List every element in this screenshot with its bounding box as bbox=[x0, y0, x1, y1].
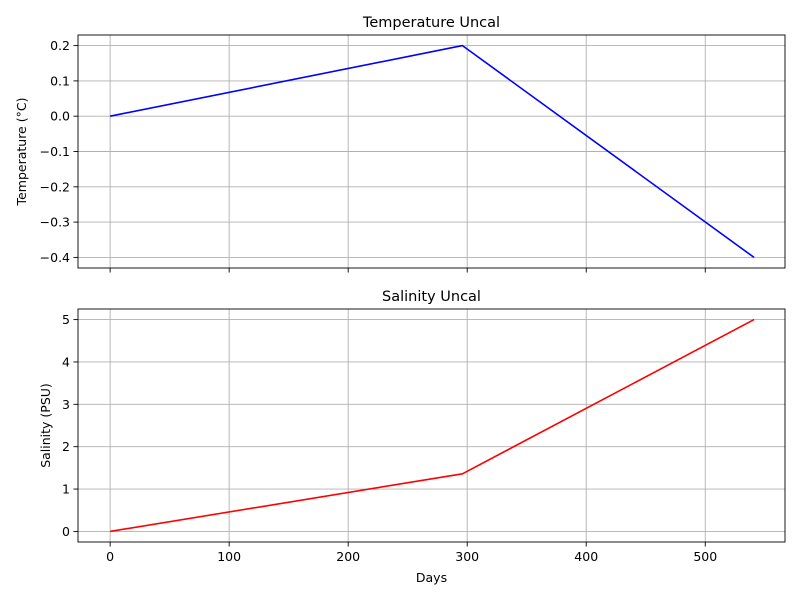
temperature-y-tick-label: 0.0 bbox=[50, 109, 70, 124]
salinity-y-tick-label: 4 bbox=[62, 354, 70, 369]
salinity-y-tick-label: 0 bbox=[62, 524, 70, 539]
salinity-series-line bbox=[110, 318, 755, 533]
temperature-y-axis-label: Temperature (°C) bbox=[14, 98, 29, 207]
salinity-y-tick-label: 3 bbox=[62, 397, 70, 412]
temperature-y-tick-label: −0.4 bbox=[40, 250, 70, 265]
salinity-y-tick-label: 5 bbox=[62, 312, 70, 327]
salinity-gridlines bbox=[78, 309, 785, 542]
salinity-y-tick-label: 1 bbox=[62, 482, 70, 497]
temperature-y-tick-label: −0.2 bbox=[40, 179, 70, 194]
temperature-ticks: −0.4 −0.3 −0.2 −0.1 0.0 0.1 0.2 bbox=[40, 38, 706, 273]
temperature-y-tick-label: −0.1 bbox=[40, 144, 70, 159]
salinity-x-axis-label: Days bbox=[416, 570, 447, 585]
salinity-x-tick-label: 200 bbox=[336, 549, 360, 564]
salinity-series bbox=[110, 318, 755, 533]
temperature-y-tick-label: −0.3 bbox=[40, 215, 70, 230]
salinity-chart-title: Salinity Uncal bbox=[382, 289, 481, 305]
temperature-series-line bbox=[109, 44, 755, 259]
salinity-x-tick-label: 500 bbox=[693, 549, 717, 564]
salinity-x-tick-label: 400 bbox=[574, 549, 598, 564]
temperature-chart-title: Temperature Uncal bbox=[362, 15, 500, 31]
salinity-y-tick-label: 2 bbox=[62, 439, 70, 454]
salinity-y-axis-label: Salinity (PSU) bbox=[38, 383, 53, 468]
salinity-panel: Salinity Uncal Salinity (PSU) Days 0 100 2… bbox=[38, 289, 786, 585]
salinity-ticks: 0 100 200 300 400 500 0 1 2 3 4 5 bbox=[62, 312, 717, 564]
temperature-panel: Temperature Uncal Temperature (°C) −0.4−… bbox=[14, 15, 786, 273]
salinity-plot-frame bbox=[77, 308, 786, 543]
temperature-y-tick-label: 0.2 bbox=[50, 38, 70, 53]
temperature-series bbox=[109, 44, 755, 259]
salinity-x-tick-label: 300 bbox=[455, 549, 479, 564]
temperature-y-tick-label: 0.1 bbox=[50, 73, 70, 88]
salinity-x-tick-label: 100 bbox=[217, 549, 241, 564]
temperature-gridlines bbox=[78, 35, 785, 268]
salinity-x-tick-label: 0 bbox=[106, 549, 114, 564]
